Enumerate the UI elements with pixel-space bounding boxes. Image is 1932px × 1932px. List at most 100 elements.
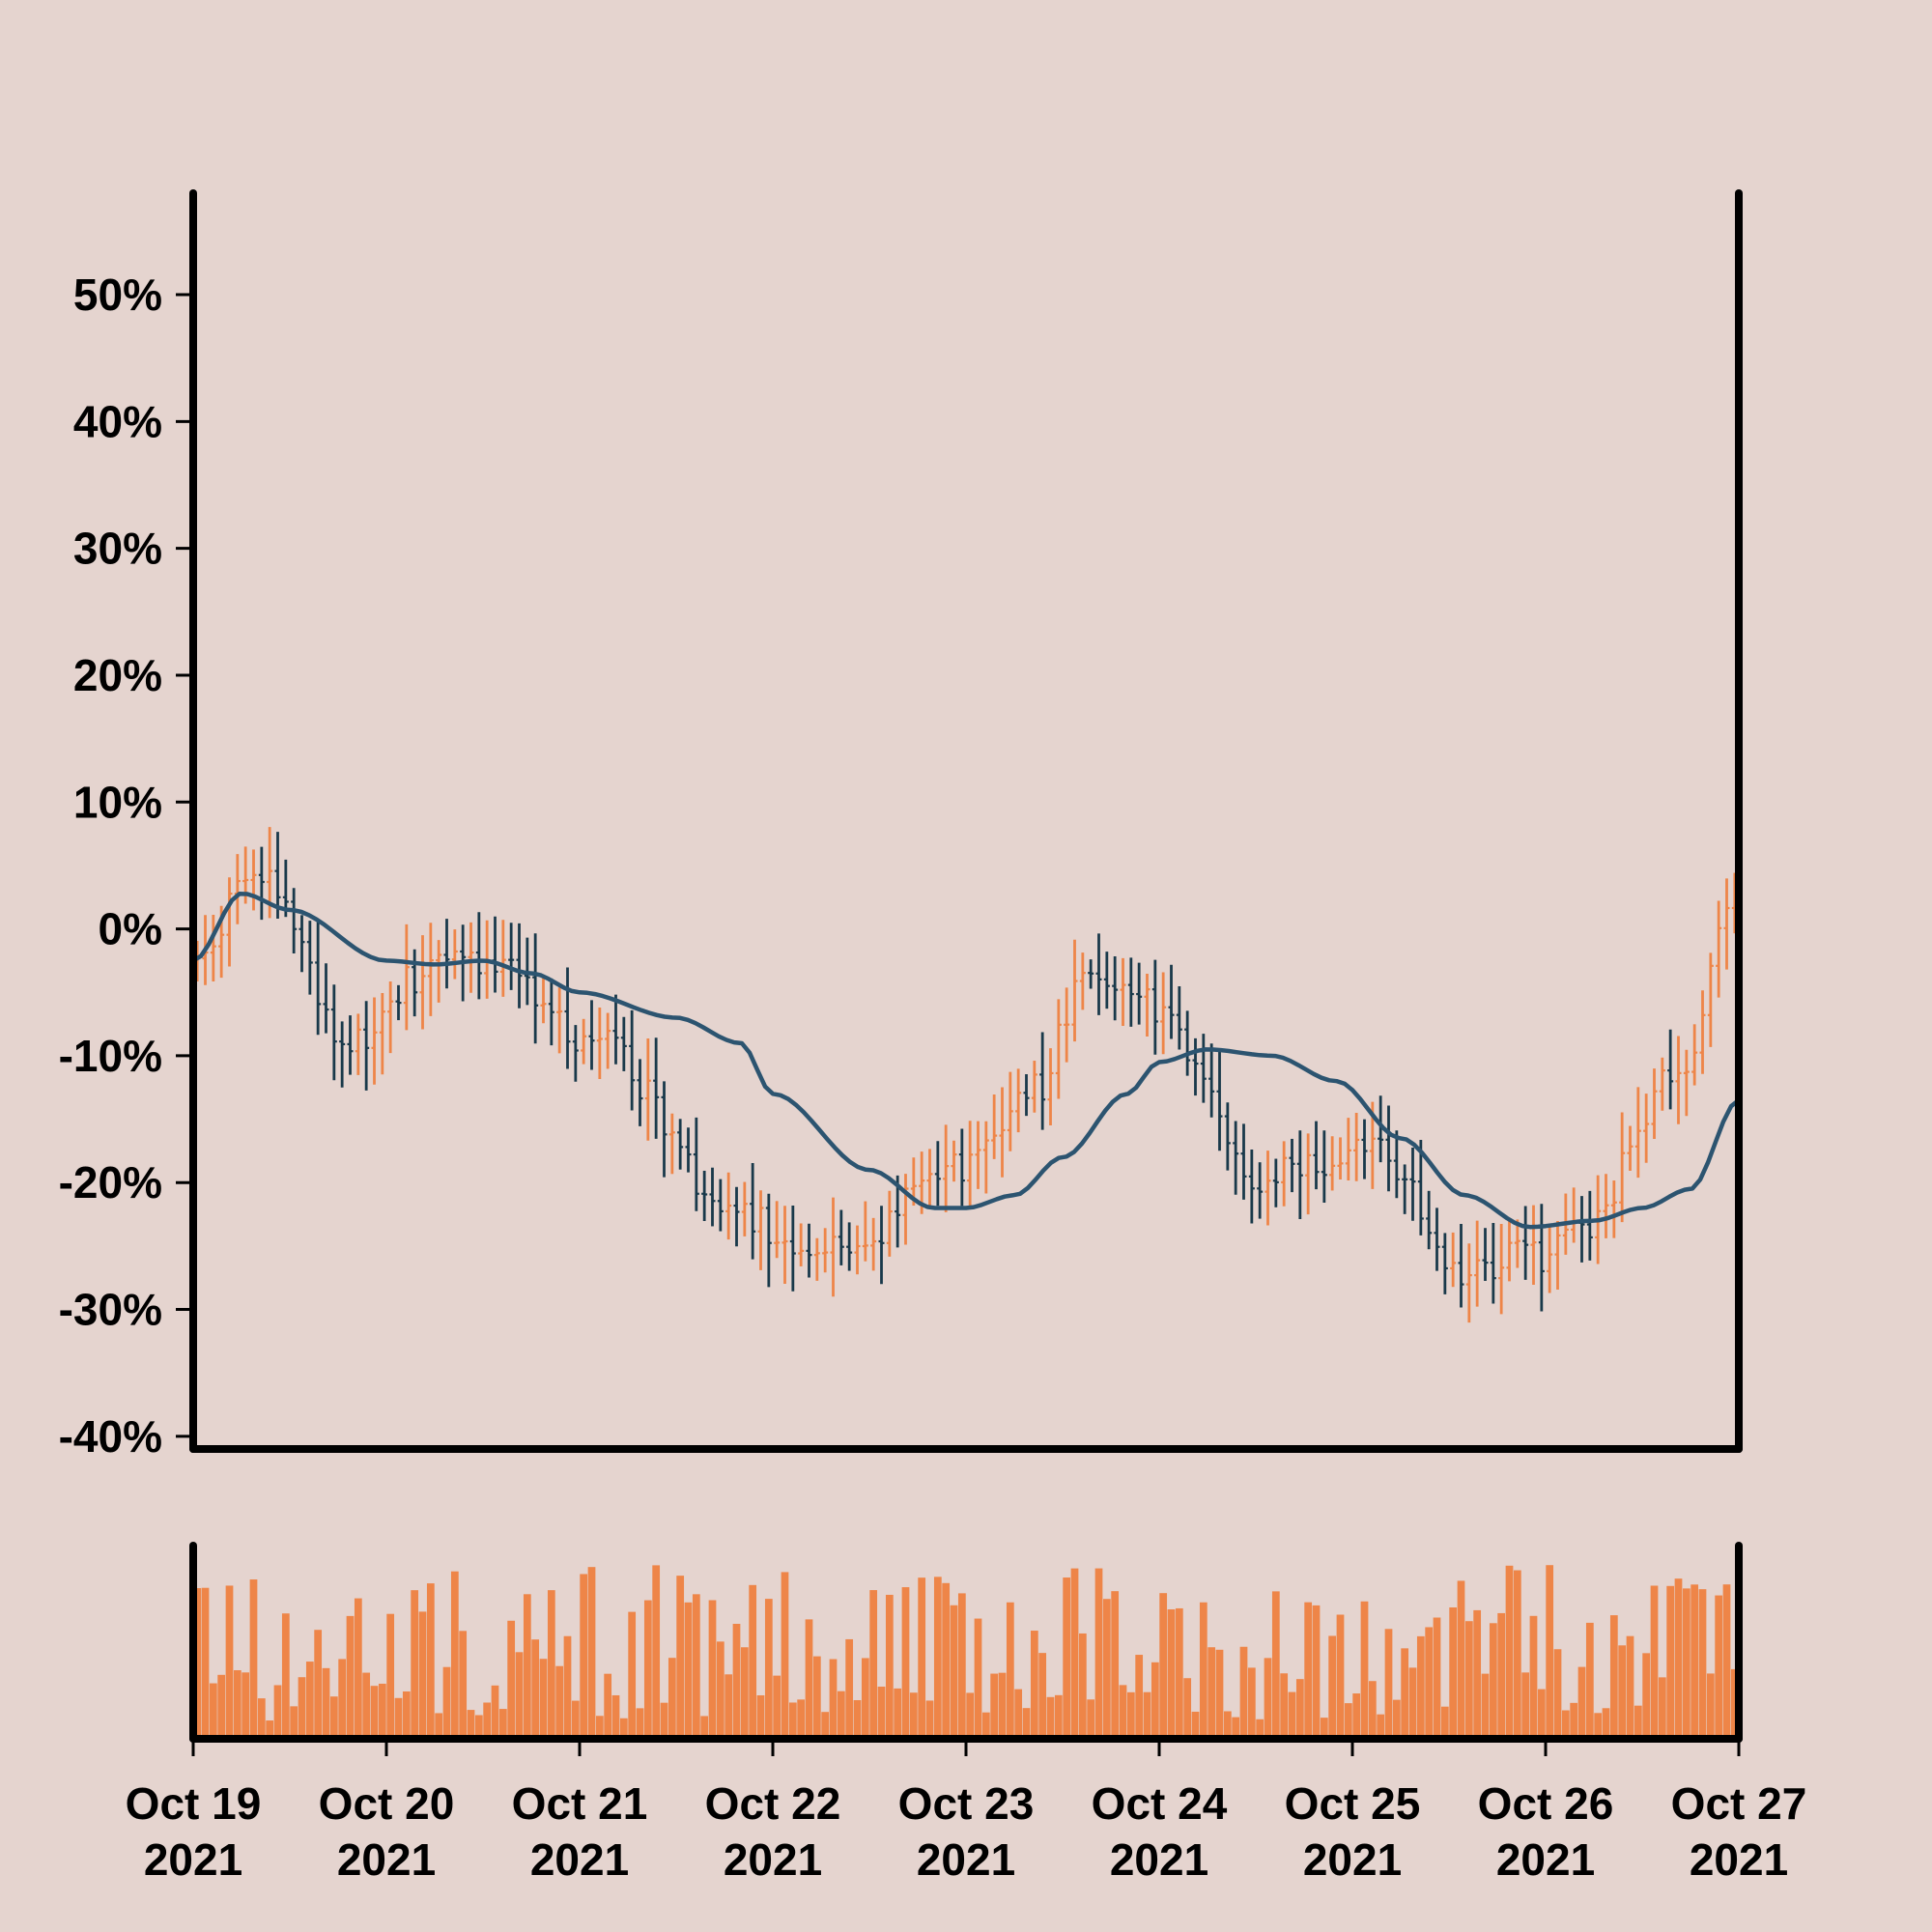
ohlc-bar <box>1683 1049 1690 1117</box>
volume-bar <box>1449 1606 1458 1739</box>
ohlc-bar <box>838 1209 844 1265</box>
ohlc-bar <box>436 940 442 1003</box>
volume-bar <box>1392 1699 1401 1739</box>
ohlc-bar <box>1176 985 1182 1050</box>
volume-bar <box>684 1602 693 1739</box>
ohlc-bar <box>1530 1205 1537 1285</box>
volume-bar <box>668 1658 676 1739</box>
volume-bar <box>249 1579 258 1739</box>
volume-bar <box>1256 1719 1264 1739</box>
ohlc-bar <box>1514 1219 1520 1268</box>
ohlc-bar <box>250 849 257 911</box>
x-tick-year: 2021 <box>1496 1834 1595 1885</box>
ohlc-bar <box>371 997 378 1085</box>
volume-bar <box>724 1674 733 1739</box>
moving-average-line <box>191 891 1741 1230</box>
volume-bar <box>1344 1703 1352 1739</box>
volume-bar <box>563 1635 572 1739</box>
ohlc-bar <box>499 920 506 997</box>
ohlc-bar <box>492 916 498 993</box>
volume-bar <box>676 1576 685 1739</box>
volume-bar <box>539 1659 548 1739</box>
ohlc-bar <box>1643 1094 1650 1163</box>
ohlc-bar <box>315 920 322 1036</box>
volume-bar <box>266 1720 274 1739</box>
volume-bar <box>1561 1710 1570 1739</box>
ohlc-bar <box>1224 1102 1231 1171</box>
ohlc-bar <box>846 1222 853 1271</box>
ohlc-bar <box>1547 1226 1553 1293</box>
volume-bar <box>1706 1673 1715 1739</box>
volume-bar <box>981 1712 990 1739</box>
ohlc-bar <box>508 923 515 990</box>
x-tick-label: Oct 21 <box>512 1778 648 1829</box>
y-tick-label: -30% <box>59 1285 162 1335</box>
ohlc-bar <box>1361 1119 1368 1179</box>
volume-bar <box>1239 1646 1248 1739</box>
ohlc-bar <box>725 1172 732 1240</box>
volume-bar <box>354 1598 362 1739</box>
ohlc-bar <box>1233 1121 1239 1195</box>
volume-bar <box>756 1695 765 1739</box>
ohlc-bar <box>668 1113 675 1175</box>
ohlc-bar <box>588 1000 595 1070</box>
x-tick-label: Oct 25 <box>1285 1778 1421 1829</box>
ohlc-bar <box>958 1128 965 1207</box>
ohlc-bar <box>1378 1095 1384 1163</box>
ohlc-bar <box>733 1186 740 1247</box>
ohlc-bar <box>1522 1206 1529 1280</box>
volume-bar <box>298 1677 306 1739</box>
volume-bar <box>1690 1584 1699 1739</box>
ohlc-bar <box>1554 1221 1561 1290</box>
ohlc-bar <box>1659 1057 1665 1111</box>
ohlc-bar <box>822 1228 829 1273</box>
ohlc-bar <box>1409 1148 1416 1221</box>
volume-bar <box>386 1613 395 1739</box>
volume-bar <box>1336 1614 1345 1739</box>
volume-bar <box>853 1700 862 1739</box>
volume-bar <box>604 1673 612 1739</box>
volume-bar <box>1497 1612 1506 1739</box>
ohlc-bar <box>1426 1190 1433 1250</box>
ohlc-bar <box>1039 1032 1046 1130</box>
volume-bar <box>435 1713 443 1739</box>
ohlc-bar <box>943 1124 950 1212</box>
ohlc-bar <box>1248 1150 1255 1224</box>
ohlc-bar <box>1450 1232 1457 1288</box>
x-tick-label: Oct 19 <box>126 1778 262 1829</box>
ohlc-bar <box>1345 1118 1351 1181</box>
volume-bar <box>1626 1635 1634 1739</box>
volume-bar <box>1159 1593 1168 1739</box>
volume-bar <box>894 1688 902 1739</box>
volume-bar <box>1674 1578 1683 1739</box>
volume-bar <box>467 1710 475 1739</box>
volume-bar <box>1715 1595 1723 1739</box>
ohlc-bar <box>1160 972 1167 1055</box>
volume-bar <box>1119 1685 1127 1739</box>
volume-bar <box>1481 1673 1490 1739</box>
volume-bar <box>515 1652 524 1739</box>
volume-bar <box>1288 1691 1296 1739</box>
volume-bar <box>1553 1649 1562 1739</box>
ohlc-bar <box>572 1025 579 1082</box>
ohlc-bar <box>1200 1034 1207 1103</box>
ohlc-bar <box>1144 974 1151 1037</box>
volume-bar <box>773 1675 781 1739</box>
volume-bar <box>1546 1565 1554 1739</box>
volume-bar <box>1730 1668 1739 1739</box>
ohlc-bar <box>291 888 298 954</box>
ohlc-bar <box>532 933 539 1044</box>
volume-bar <box>1038 1653 1047 1739</box>
x-tick-label: Oct 20 <box>319 1778 455 1829</box>
volume-bar <box>1360 1601 1369 1739</box>
ohlc-bar <box>701 1170 708 1221</box>
y-tick-label: 30% <box>73 524 162 574</box>
volume-bar <box>1070 1568 1079 1739</box>
volume-bar <box>201 1587 210 1739</box>
ohlc-bar <box>1112 955 1119 1021</box>
ohlc-bar <box>967 1121 974 1209</box>
ohlc-bar <box>419 935 426 1030</box>
ohlc-bar <box>1208 1043 1215 1118</box>
volume-bar <box>829 1659 838 1739</box>
volume-bar <box>1666 1585 1675 1739</box>
